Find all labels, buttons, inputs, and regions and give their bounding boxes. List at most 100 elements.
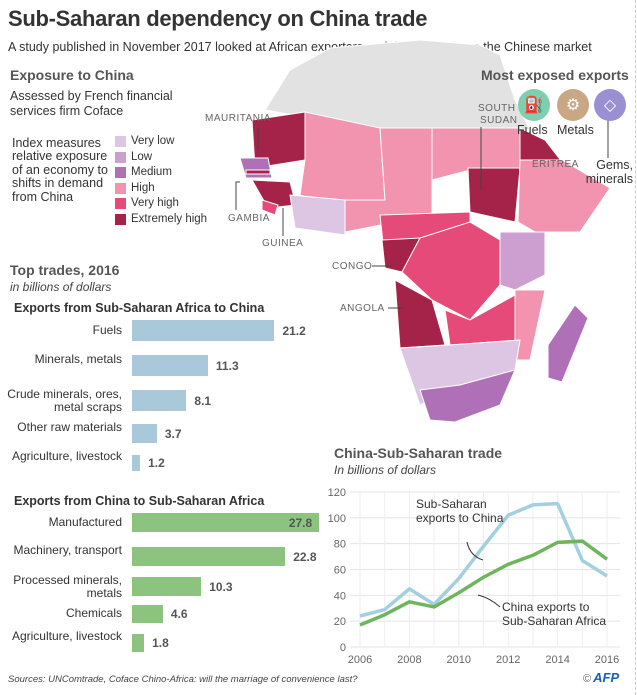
annotation-line: China exports to xyxy=(502,600,590,614)
exports-from-china-heading: Exports from China to Sub-Saharan Africa xyxy=(14,494,265,508)
annotation-subsaharan: Sub-Saharan exports to China xyxy=(416,497,503,525)
region-east-africa xyxy=(499,231,546,291)
x-tick-label: 2006 xyxy=(348,654,372,666)
exports-to-china-heading: Exports from Sub-Saharan Africa to China xyxy=(14,301,265,315)
bar xyxy=(132,547,286,566)
y-tick-label: 20 xyxy=(334,616,346,628)
exposure-description: Assessed by French financial services fi… xyxy=(10,89,173,118)
bar-value-label: 10.3 xyxy=(209,579,233,594)
bar xyxy=(132,424,157,443)
top-trades-heading: Top trades, 2016 xyxy=(10,262,120,278)
region-mozambique xyxy=(514,289,546,361)
legend-swatch xyxy=(115,198,126,209)
region-madagascar xyxy=(547,304,589,383)
y-tick-label: 100 xyxy=(328,513,346,525)
legend-label: High xyxy=(131,181,155,194)
bar-value-label: 8.1 xyxy=(194,393,212,408)
bar-category-label: Minerals, metals xyxy=(34,351,122,366)
x-tick-label: 2012 xyxy=(496,654,520,666)
bar xyxy=(132,513,319,532)
diamond-icon: ◇ xyxy=(594,89,626,121)
sources: Sources: UNComtrade, Coface Chino-Africa… xyxy=(8,674,358,685)
bar-category-label: Manufactured xyxy=(48,514,122,529)
border xyxy=(635,0,636,695)
y-tick-label: 120 xyxy=(328,487,346,499)
x-tick-label: 2014 xyxy=(545,654,569,666)
bar xyxy=(132,320,275,341)
legend-swatch xyxy=(115,167,126,178)
region-south-sudan xyxy=(467,167,521,223)
bar-value-label: 4.6 xyxy=(170,607,188,621)
label-guinea: GUINEA xyxy=(262,238,304,249)
annotation-line: Sub-Saharan xyxy=(416,497,487,511)
afp-credit: AFP xyxy=(593,670,620,685)
legend-swatch xyxy=(115,136,126,147)
x-tick-label: 2008 xyxy=(397,654,421,666)
bar xyxy=(132,455,141,471)
top-trades-unit: in billions of dollars xyxy=(10,280,112,294)
region-ethiopia xyxy=(517,159,611,233)
region-senegal xyxy=(239,157,273,179)
x-tick-label: 2010 xyxy=(447,654,471,666)
legend-swatch xyxy=(115,151,126,163)
label-south-sudan: SOUTH xyxy=(478,103,516,114)
annotation-line: Sub-Saharan Africa xyxy=(502,614,607,628)
bar xyxy=(132,390,187,411)
annotation-arrow xyxy=(466,541,484,561)
label-eritrea: ERITREA xyxy=(532,159,579,170)
bar-category-label: Processed minerals, metals xyxy=(13,572,122,600)
bar-category-label: Crude minerals, ores, metal scraps xyxy=(7,386,122,414)
line-chart-title: China-Sub-Saharan trade xyxy=(334,445,503,461)
bar-category-label: Agriculture, livestock xyxy=(11,449,122,463)
metals-label: Metals xyxy=(557,123,594,137)
label-angola: ANGOLA xyxy=(340,303,385,314)
bar-category-label: Chemicals xyxy=(65,606,122,620)
y-tick-label: 0 xyxy=(340,642,346,654)
bar xyxy=(132,577,202,596)
legend-label: Medium xyxy=(131,166,172,178)
region-drc xyxy=(401,221,501,321)
gems-label: Gems, minerals xyxy=(585,158,633,186)
annotation-line: exports to China xyxy=(416,511,504,525)
bar-category-label: Agriculture, livestock xyxy=(11,629,122,643)
index-note: Index measures relative exposure of an e… xyxy=(12,136,108,204)
line-chart: 0 20 40 60 80 100 120 2006 2008 2010 2012 2014 2016 xyxy=(328,487,620,666)
bar-value-label: 3.7 xyxy=(164,426,182,441)
region-coastal-west xyxy=(289,194,346,236)
bar-value-label: 27.8 xyxy=(288,515,313,530)
label-mauritania: MAURITANIA xyxy=(205,113,271,124)
label-congo: CONGO xyxy=(332,261,373,272)
y-tick-label: 80 xyxy=(334,539,346,551)
afp-logo: © AFP xyxy=(583,670,619,685)
region-sierra-leone xyxy=(261,199,279,216)
bar-category-label: Machinery, transport xyxy=(13,542,123,557)
x-tick-label: 2016 xyxy=(595,654,619,666)
region-south-africa xyxy=(419,369,516,423)
bar xyxy=(132,355,208,376)
exposure-heading: Exposure to China xyxy=(10,67,134,83)
bar-category-label: Fuels xyxy=(92,322,122,337)
bar-value-label: 22.8 xyxy=(293,549,317,564)
label-gambia: GAMBIA xyxy=(228,213,270,224)
bar-value-label: 21.2 xyxy=(282,323,306,338)
label-south-sudan-2: SUDAN xyxy=(480,115,518,126)
legend-swatch xyxy=(115,213,126,225)
legend-label: Low xyxy=(131,150,153,163)
y-tick-label: 60 xyxy=(334,565,346,577)
fuels-label: Fuels xyxy=(517,123,548,137)
bar-category-label: Other raw materials xyxy=(17,419,122,434)
most-exposed-heading: Most exposed exports xyxy=(481,67,629,83)
bar xyxy=(132,605,163,623)
bar-value-label: 1.2 xyxy=(148,456,165,470)
bar-value-label: 1.8 xyxy=(152,636,169,650)
legend-label: Extremely high xyxy=(131,212,208,225)
legend-swatch xyxy=(115,182,126,194)
oil-pump-icon: ⛽ xyxy=(518,89,550,121)
region-gambia xyxy=(245,169,271,175)
africa-map xyxy=(235,39,611,423)
bar xyxy=(132,634,145,652)
page-title: Sub-Saharan dependency on China trade xyxy=(8,6,428,31)
legend-label: Very low xyxy=(131,135,175,147)
annotation-china: China exports to Sub-Saharan Africa xyxy=(502,600,606,628)
